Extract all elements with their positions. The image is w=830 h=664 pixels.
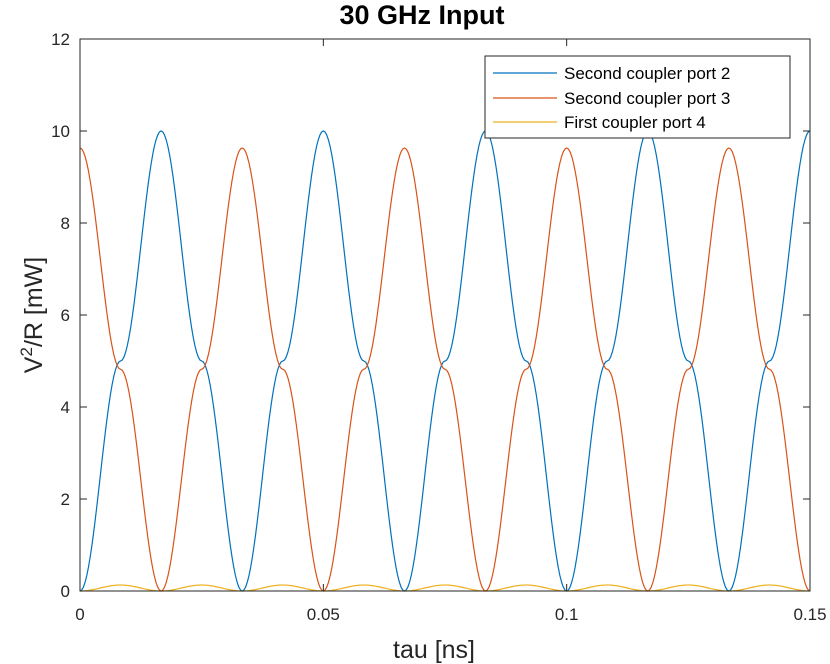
y-tick-label: 2 [61, 490, 70, 509]
x-axis-label: tau [ns] [393, 636, 475, 664]
y-tick-label: 8 [61, 214, 70, 233]
x-tick-label: 0.05 [307, 605, 340, 624]
y-axis-label: V2/R [mW] [17, 257, 48, 373]
y-axis-label-superscript: 2 [17, 347, 36, 356]
y-tick-label: 10 [51, 122, 70, 141]
legend-label-port4: First coupler port 4 [564, 113, 706, 132]
legend: Second coupler port 2 Second coupler por… [484, 55, 791, 139]
y-axis-label-rest: /R [mW] [20, 257, 48, 347]
y-tick-label: 12 [51, 30, 70, 49]
y-tick-label: 0 [61, 582, 70, 601]
y-tick-label: 6 [61, 306, 70, 325]
series-lines [79, 130, 811, 592]
y-tick-label: 4 [61, 398, 70, 417]
legend-box [484, 55, 791, 139]
legend-label-port3: Second coupler port 3 [564, 89, 730, 108]
axis-ticks: 0 0.05 0.1 0.15 0 2 4 6 8 10 12 [51, 30, 826, 624]
series-line-2 [79, 147, 811, 592]
x-tick-label: 0.1 [555, 605, 579, 624]
series-line-1 [79, 130, 811, 592]
legend-label-port2: Second coupler port 2 [564, 64, 730, 83]
x-tick-label: 0 [75, 605, 84, 624]
series-line-3 [79, 584, 811, 592]
chart-title: 30 GHz Input [339, 0, 504, 30]
x-tick-label: 0.15 [793, 605, 826, 624]
y-axis-label-base: V [20, 356, 48, 373]
